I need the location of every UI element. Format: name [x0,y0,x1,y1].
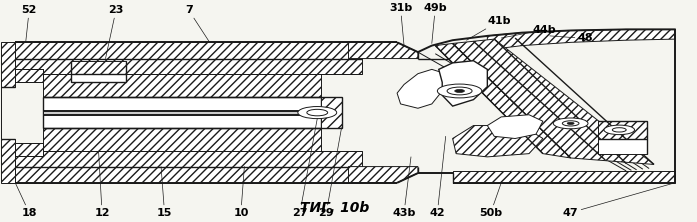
Text: ΤИГ. 10b: ΤИГ. 10b [300,201,369,215]
Text: 43b: 43b [392,157,415,218]
Circle shape [553,118,588,129]
Circle shape [454,89,464,93]
Circle shape [567,122,574,125]
Polygon shape [1,139,15,183]
Bar [71,61,126,74]
Text: 41b: 41b [466,16,511,40]
Polygon shape [438,61,487,106]
Text: 52: 52 [22,5,37,42]
Bar [321,97,342,128]
Bar [599,139,647,154]
Text: 29: 29 [319,128,342,218]
Polygon shape [348,166,418,183]
Text: 15: 15 [157,166,172,218]
Bar [15,151,362,166]
Circle shape [437,84,482,98]
Circle shape [307,109,328,116]
Polygon shape [452,39,654,165]
Bar [43,97,321,128]
Bar [15,166,362,183]
Circle shape [447,87,472,95]
Text: 48: 48 [550,34,593,44]
Polygon shape [1,42,15,87]
Polygon shape [487,115,543,139]
Text: 42: 42 [429,136,445,218]
Circle shape [612,128,626,132]
Polygon shape [15,69,43,82]
Text: 10: 10 [233,166,249,218]
Polygon shape [397,69,445,108]
Polygon shape [15,143,43,156]
Text: 7: 7 [185,5,210,42]
Polygon shape [348,42,418,59]
Text: 47: 47 [563,183,675,218]
Bar [15,59,362,74]
Bar [71,74,126,82]
Text: 50b: 50b [480,183,503,218]
Text: 23: 23 [105,5,123,59]
Polygon shape [452,126,543,157]
Polygon shape [43,74,321,97]
Text: 49b: 49b [424,3,447,44]
Polygon shape [43,128,321,151]
Text: 27: 27 [292,119,317,218]
Bar [15,42,362,59]
Circle shape [298,107,337,119]
Text: 31b: 31b [389,3,412,46]
Text: 44b: 44b [501,25,556,38]
Text: 12: 12 [94,151,110,218]
Bar [43,111,321,114]
Bar [599,121,647,139]
Text: 18: 18 [15,183,37,218]
Circle shape [604,125,634,135]
Bar [452,171,675,183]
Polygon shape [487,29,675,50]
Circle shape [562,121,579,126]
Polygon shape [436,44,571,158]
